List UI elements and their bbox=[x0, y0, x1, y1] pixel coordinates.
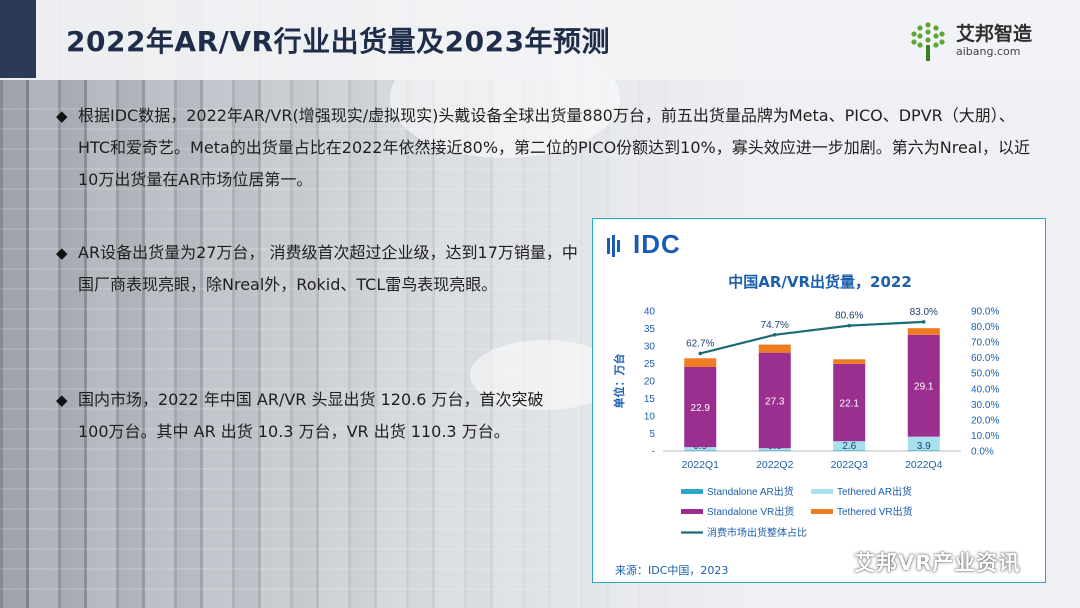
bar-data-label: 22.1 bbox=[840, 399, 860, 410]
y-tick-label: 15 bbox=[644, 394, 656, 405]
y2-tick-label: 60.0% bbox=[971, 353, 999, 364]
y-tick-label: 10 bbox=[644, 412, 656, 423]
y2-tick-label: 20.0% bbox=[971, 415, 999, 426]
legend-label: 消费市场出货整体占比 bbox=[707, 526, 807, 539]
line-data-label: 74.7% bbox=[761, 320, 789, 331]
bar-segment-Tethered VR出货 bbox=[907, 328, 940, 335]
bar-segment-Standalone VR出货 bbox=[758, 352, 791, 449]
y-tick-label: - bbox=[652, 447, 655, 458]
header-accent bbox=[0, 0, 36, 78]
bar-segment-Standalone AR出货 bbox=[758, 450, 791, 451]
x-tick-label: 2022Q1 bbox=[682, 459, 720, 471]
line-series-consumer-share bbox=[699, 320, 924, 355]
bar-data-label: 29.1 bbox=[914, 382, 934, 393]
chart-title: 中国AR/VR出货量，2022 bbox=[728, 273, 912, 291]
y-tick-label: 25 bbox=[644, 359, 656, 370]
bar-segment-Tethered AR出货 bbox=[833, 441, 866, 451]
line-data-label: 80.6% bbox=[835, 311, 863, 322]
bar-segment-Tethered VR出货 bbox=[833, 359, 866, 364]
y2-tick-label: 50.0% bbox=[971, 369, 999, 380]
y2-tick-label: 30.0% bbox=[971, 400, 999, 411]
wechat-icon bbox=[816, 550, 845, 573]
bullet-diamond-icon: ◆ bbox=[56, 391, 68, 409]
bar-segment-Standalone VR出货 bbox=[907, 334, 940, 437]
shipment-chart: - 5 10 15 20 25 30 35 40 0.0% 10.0% 20.0% 30.0% 40.0%… bbox=[612, 307, 999, 540]
bar-data-label: 22.9 bbox=[691, 403, 711, 414]
line-point bbox=[921, 320, 926, 324]
bar-segment-Standalone AR出货 bbox=[907, 450, 940, 451]
y2-tick-label: 0.0% bbox=[971, 447, 994, 458]
bullet-text: 国内市场，2022 年中国 AR/VR 头显出货 120.6 万台，首次突破10… bbox=[78, 390, 544, 441]
x-tick-label: 2022Q3 bbox=[831, 459, 869, 471]
bar-segment-Tethered VR出货 bbox=[684, 358, 717, 367]
bar-segment-Standalone AR出货 bbox=[684, 450, 717, 451]
y2-tick-label: 10.0% bbox=[971, 431, 999, 442]
watermark-text: 艾邦VR产业资讯 bbox=[854, 551, 1021, 575]
bullet-text: 根据IDC数据，2022年AR/VR(增强现实/虚拟现实)头戴设备全球出货量88… bbox=[78, 106, 1031, 189]
bullet-global-shipments: ◆ 根据IDC数据，2022年AR/VR(增强现实/虚拟现实)头戴设备全球出货量… bbox=[56, 100, 1038, 196]
aibang-tree-icon bbox=[911, 22, 945, 61]
legend-swatch bbox=[681, 509, 703, 514]
legend-label: Tethered AR出货 bbox=[837, 485, 912, 498]
line-point bbox=[772, 333, 777, 337]
line-point bbox=[698, 351, 703, 356]
bar-data-label: 27.3 bbox=[765, 396, 785, 407]
chart-source: 来源：IDC中国，2023 bbox=[615, 564, 729, 577]
bar-segment-Standalone AR出货 bbox=[833, 450, 866, 451]
legend-label: Standalone AR出货 bbox=[707, 485, 794, 498]
legend-swatch bbox=[811, 509, 833, 514]
y2-tick-label: 70.0% bbox=[971, 338, 999, 349]
chart-card: IDC 中国AR/VR出货量，2022 - 5 10 15 20 25 30 35 40 0.0%… bbox=[592, 218, 1046, 583]
bar-segment-Tethered AR出货 bbox=[907, 436, 940, 451]
line-data-label: 62.7% bbox=[686, 338, 714, 349]
brand-logo: 艾邦智造 aibang.com bbox=[906, 18, 1056, 64]
legend-label: Tethered VR出货 bbox=[837, 505, 913, 518]
y-tick-label: 40 bbox=[644, 307, 656, 318]
logo-url: aibang.com bbox=[956, 45, 1021, 58]
bar-segment-Tethered AR出货 bbox=[684, 447, 717, 451]
x-tick-label: 2022Q2 bbox=[756, 459, 794, 471]
bar-data-label: 2.6 bbox=[842, 441, 856, 452]
idc-logo: IDC bbox=[607, 229, 681, 260]
bullet-diamond-icon: ◆ bbox=[56, 107, 68, 125]
idc-bars-icon bbox=[607, 235, 620, 258]
background-building-texture bbox=[0, 90, 560, 608]
logo-name: 艾邦智造 bbox=[956, 23, 1033, 45]
bar-data-label: 3.9 bbox=[917, 441, 931, 452]
y-axis-label: 单位：万台 bbox=[612, 354, 626, 409]
idc-logo-text: IDC bbox=[633, 229, 681, 259]
bar-segment-Tethered VR出货 bbox=[758, 344, 791, 353]
bullet-domestic-market: ◆ 国内市场，2022 年中国 AR/VR 头显出货 120.6 万台，首次突破… bbox=[56, 384, 558, 448]
bullet-diamond-icon: ◆ bbox=[56, 244, 68, 262]
x-tick-label: 2022Q4 bbox=[905, 459, 943, 471]
bullet-ar-shipments: ◆ AR设备出货量为27万台， 消费级首次超过企业级，达到17万销量，中国厂商表… bbox=[56, 237, 578, 301]
bar-segment-Standalone VR出货 bbox=[833, 363, 866, 442]
y-tick-label: 5 bbox=[649, 429, 655, 440]
legend-swatch bbox=[681, 489, 703, 494]
bar-segment-Tethered AR出货 bbox=[758, 448, 791, 451]
bar-segment-Standalone VR出货 bbox=[684, 367, 717, 448]
page-title: 2022年AR/VR行业出货量及2023年预测 bbox=[66, 25, 611, 58]
wechat-watermark: 艾邦VR产业资讯 bbox=[816, 542, 1056, 582]
line-data-label: 83.0% bbox=[910, 307, 938, 318]
y-tick-label: 30 bbox=[644, 342, 656, 353]
legend-swatch bbox=[811, 489, 833, 494]
legend-label: Standalone VR出货 bbox=[707, 505, 794, 518]
header-bar bbox=[0, 0, 1080, 80]
line-point bbox=[847, 323, 852, 328]
y2-tick-label: 90.0% bbox=[971, 307, 999, 318]
y-tick-label: 35 bbox=[644, 324, 656, 335]
y2-tick-label: 40.0% bbox=[971, 384, 999, 395]
bullet-text: AR设备出货量为27万台， 消费级首次超过企业级，达到17万销量，中国厂商表现亮… bbox=[78, 243, 578, 294]
y-tick-label: 20 bbox=[644, 377, 656, 388]
y2-tick-label: 80.0% bbox=[971, 322, 999, 333]
